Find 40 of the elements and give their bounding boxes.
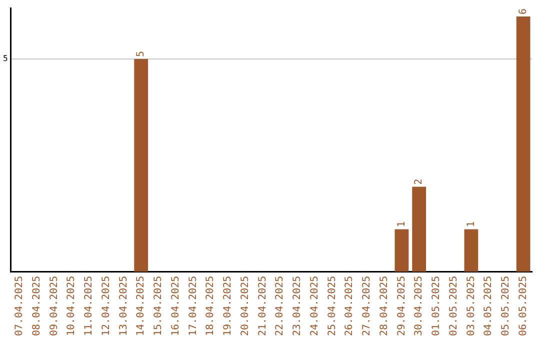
bar	[464, 229, 478, 272]
x-tick-label: 20.04.2025	[240, 276, 251, 336]
x-tick-label: 06.05.2025	[518, 276, 529, 336]
x-tick-label: 03.05.2025	[466, 276, 477, 336]
bar	[394, 229, 409, 272]
x-tick-label: 21.04.2025	[257, 276, 268, 336]
x-tick-label: 02.05.2025	[448, 276, 460, 336]
x-tick-label: 04.05.2025	[483, 276, 494, 336]
x-tick-label: 15.04.2025	[153, 276, 164, 336]
x-tick-label: 29.04.2025	[396, 276, 408, 336]
x-tick-label: 28.04.2025	[378, 276, 390, 336]
x-tick-label: 08.04.2025	[31, 276, 42, 336]
x-tick-label: 13.04.2025	[118, 276, 130, 336]
data-label: 5	[136, 51, 147, 58]
data-label: 1	[396, 221, 408, 228]
x-tick-label: 16.04.2025	[170, 276, 182, 336]
data-label: 2	[414, 178, 425, 185]
bar	[134, 59, 148, 272]
x-tick-label: 05.05.2025	[500, 276, 512, 336]
x-tick-label: 09.04.2025	[48, 276, 60, 336]
x-tick-label: 18.04.2025	[205, 276, 216, 336]
x-tick-label: 24.04.2025	[309, 276, 320, 336]
x-tick-label: 14.04.2025	[136, 276, 147, 336]
x-tick-label: 23.04.2025	[292, 276, 304, 336]
x-tick-label: 25.04.2025	[326, 276, 338, 336]
x-tick-label: 22.04.2025	[274, 276, 286, 336]
data-label: 6	[518, 8, 529, 15]
x-tick-label: 26.04.2025	[344, 276, 356, 336]
x-tick-label: 17.04.2025	[188, 276, 199, 336]
x-tick-label: 30.04.2025	[414, 276, 425, 336]
x-tick-label: 10.04.2025	[66, 276, 78, 336]
x-tick-label: 19.04.2025	[222, 276, 234, 336]
x-tick-label: 07.04.2025	[14, 276, 26, 336]
bar	[412, 186, 426, 272]
x-tick-label: 12.04.2025	[100, 276, 112, 336]
bar	[516, 16, 530, 272]
x-tick-label: 11.04.2025	[84, 276, 95, 336]
x-tick-label: 27.04.2025	[362, 276, 373, 336]
data-label: 1	[466, 221, 477, 228]
x-tick-label: 01.05.2025	[431, 276, 442, 336]
